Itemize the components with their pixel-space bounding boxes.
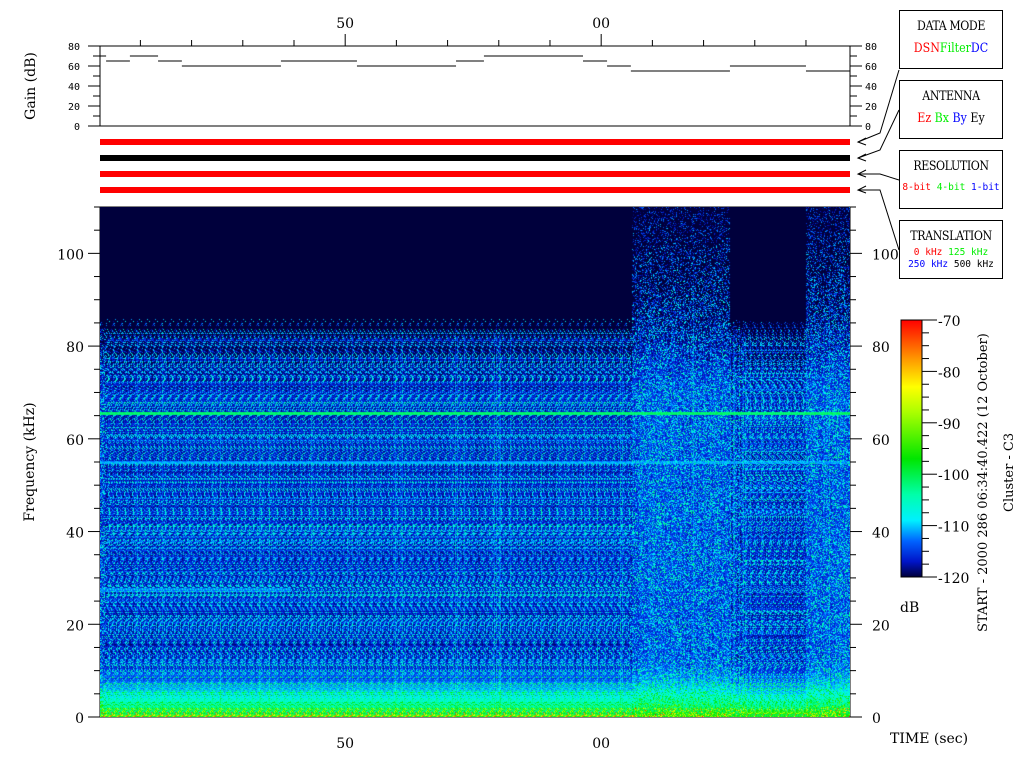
status-bar-data-mode — [100, 139, 850, 145]
freq-tick-label: 20 — [66, 618, 84, 634]
gain-ytick-label: 80 — [68, 42, 80, 53]
legend-item: 0 kHz — [913, 247, 943, 258]
legend-item: 500 kHz — [953, 259, 994, 270]
freq-tick-label: 0 — [75, 711, 84, 727]
time-axis-label: TIME (sec) — [890, 731, 968, 747]
connector-line — [857, 109, 900, 159]
legend-data-mode: DATA MODE DSNFilterDC — [899, 10, 1003, 69]
legend-title: ANTENNA — [922, 89, 980, 104]
legend-antenna: ANTENNA Ez Bx By Ey — [899, 80, 1003, 139]
bottom-time-label: 50 — [336, 736, 354, 752]
connector-arrow — [856, 137, 867, 146]
freq-tick-label: 100 — [57, 247, 84, 263]
gain-ytick-label-right: 60 — [865, 62, 877, 73]
colorbar-tick-label: -110 — [938, 520, 969, 536]
legend-title: DATA MODE — [917, 19, 985, 34]
colorbar-tick-label: -100 — [938, 468, 969, 484]
colorbar-label: dB — [900, 600, 919, 616]
freq-tick-label-right: 20 — [872, 618, 890, 634]
top-time-label: 50 — [336, 16, 354, 32]
legend-item: Filter — [939, 41, 971, 56]
gain-ytick-label: 20 — [68, 102, 80, 113]
legend-item: Ez — [917, 111, 932, 126]
freq-tick-label: 80 — [66, 340, 84, 356]
gain-ytick-label-right: 40 — [865, 82, 877, 93]
legend-item: 1-bit — [971, 182, 1000, 193]
legend-item: By — [952, 111, 967, 126]
freq-tick-label-right: 80 — [872, 340, 890, 356]
connector-line — [857, 69, 900, 143]
legend-item: DC — [970, 41, 989, 56]
colorbar-tick-label: -80 — [938, 365, 961, 381]
colorbar-tick-label: -90 — [938, 417, 961, 433]
colorbar-tick-label: -70 — [938, 314, 961, 330]
gain-ytick-label: 0 — [74, 122, 80, 133]
colorbar — [900, 319, 923, 578]
connector-line — [858, 189, 900, 251]
freq-tick-label: 60 — [66, 433, 84, 449]
legend-item: Ey — [970, 111, 985, 126]
spacecraft-label: Cluster - C3 — [1002, 432, 1017, 512]
connector-arrow — [856, 185, 867, 194]
freq-tick-label-right: 40 — [872, 526, 890, 542]
gain-ytick-label: 60 — [68, 62, 80, 73]
legend-resolution: RESOLUTION 8-bit 4-bit 1-bit — [899, 150, 1003, 209]
top-time-label: 00 — [592, 16, 610, 32]
status-bar-translation — [100, 187, 850, 193]
gain-ytick-label-right: 0 — [865, 122, 871, 133]
gain-ytick-label-right: 20 — [865, 102, 877, 113]
status-bar-antenna — [100, 155, 850, 161]
connector-line — [858, 173, 900, 181]
legend-item: 8-bit — [902, 182, 931, 193]
gain-ylabel: Gain (dB) — [23, 52, 39, 120]
legend-translation: TRANSLATION 0 kHz 125 kHz 250 kHz 500 kHz — [899, 220, 1003, 279]
legend-item: 125 kHz — [948, 247, 989, 258]
legend-item: 250 kHz — [908, 259, 949, 270]
legend-item: Bx — [934, 111, 950, 126]
freq-tick-label-right: 0 — [872, 711, 881, 727]
freq-ylabel: Frequency (kHz) — [22, 402, 38, 521]
connector-arrow — [856, 153, 867, 162]
freq-tick-label-right: 60 — [872, 433, 890, 449]
connector-arrow — [856, 169, 867, 178]
freq-tick-label-right: 100 — [872, 247, 899, 263]
start-time-label: START - 2000 286 06:34:40.422 (12 Octobe… — [976, 333, 991, 632]
legend-item: 4-bit — [936, 182, 966, 193]
spectrogram-heatmap — [100, 207, 850, 717]
legend-title: TRANSLATION — [910, 229, 992, 244]
gain-ytick-label: 40 — [68, 82, 80, 93]
status-bar-resolution — [100, 171, 850, 177]
colorbar-tick-label: -120 — [938, 571, 969, 587]
freq-tick-label: 40 — [66, 526, 84, 542]
legend-title: RESOLUTION — [913, 159, 989, 174]
legend-item: DSN — [913, 41, 940, 56]
bottom-time-label: 00 — [592, 736, 610, 752]
gain-ytick-label-right: 80 — [865, 42, 877, 53]
